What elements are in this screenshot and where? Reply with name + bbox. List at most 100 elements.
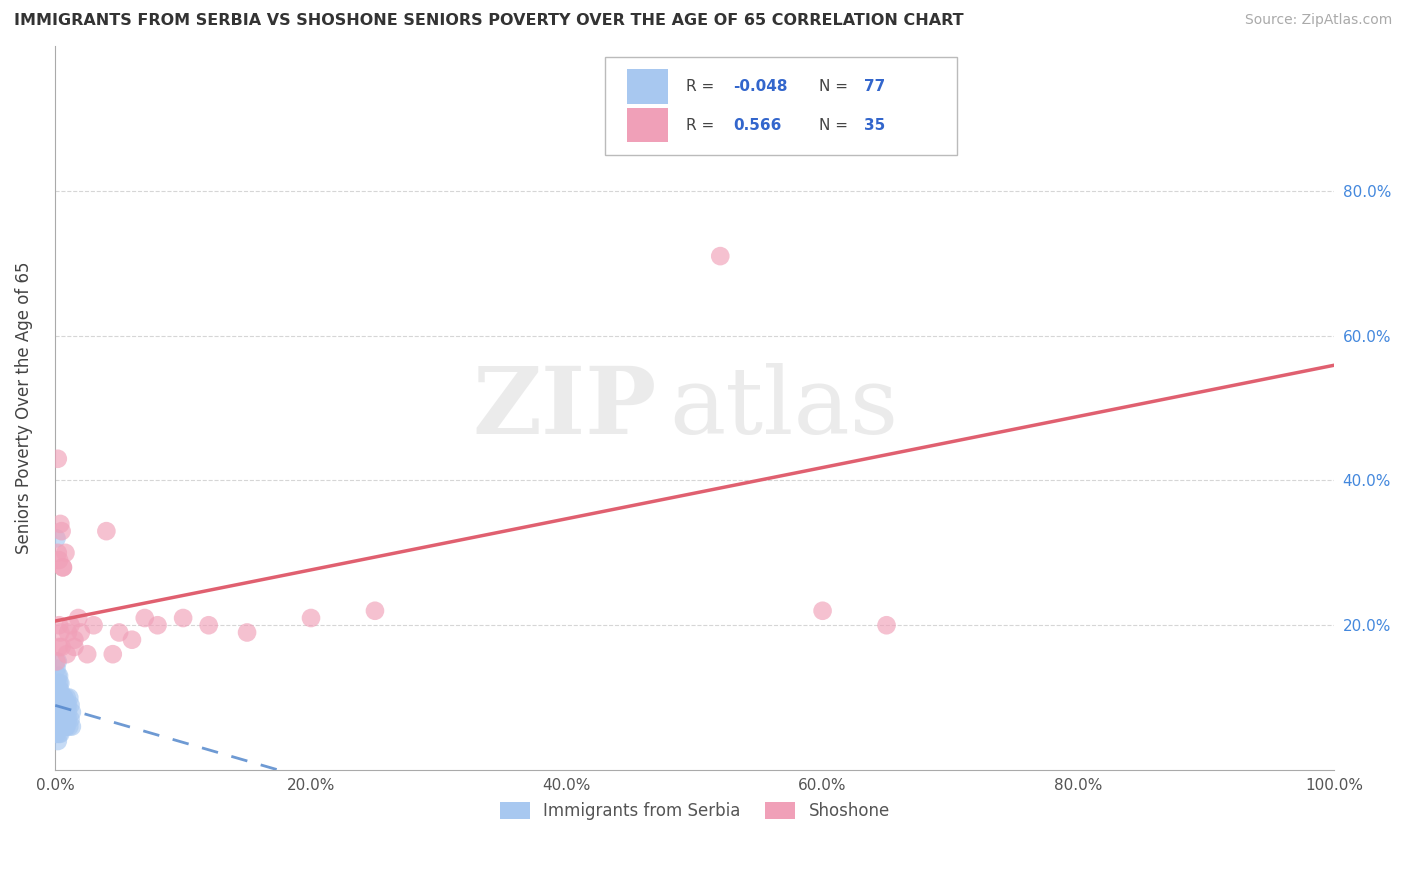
Point (45, 712, 67, 726)
Point (45, 662, 67, 676)
Point (56, 712, 79, 726)
Point (51, 698, 73, 712)
Text: N =: N = (818, 79, 852, 95)
Point (46, 669, 69, 683)
Point (45, 690, 67, 705)
Point (51, 712, 73, 726)
Point (59, 698, 82, 712)
Text: ZIP: ZIP (472, 363, 657, 453)
Point (48, 727, 70, 741)
Point (49, 683, 72, 698)
Point (48, 720, 70, 734)
Text: 0.566: 0.566 (733, 118, 782, 133)
Point (49, 676, 72, 690)
Point (51, 690, 73, 705)
Point (46, 698, 69, 712)
Point (108, 625, 131, 640)
Point (46, 705, 69, 719)
Point (46, 451, 69, 466)
Point (46, 720, 69, 734)
Point (45, 655, 67, 669)
Point (52, 560, 75, 574)
Point (60, 720, 83, 734)
Point (55, 690, 77, 705)
Point (53, 720, 76, 734)
Point (55, 720, 77, 734)
Point (236, 625, 259, 640)
Point (49, 705, 72, 719)
Text: IMMIGRANTS FROM SERBIA VS SHOSHONE SENIORS POVERTY OVER THE AGE OF 65 CORRELATIO: IMMIGRANTS FROM SERBIA VS SHOSHONE SENIO… (14, 13, 963, 29)
Point (59, 618, 82, 632)
Point (48, 698, 70, 712)
Point (51, 690, 73, 705)
Point (48, 705, 70, 719)
Point (46, 720, 69, 734)
Point (48, 618, 70, 632)
Bar (627, 108, 668, 143)
Point (55, 647, 77, 661)
Point (52, 712, 75, 726)
Point (49, 516, 72, 531)
Point (55, 698, 77, 712)
Point (121, 632, 143, 647)
Point (58, 690, 80, 705)
Point (53, 690, 76, 705)
Point (60, 705, 83, 719)
Point (63, 632, 86, 647)
Point (63, 640, 86, 654)
Point (811, 604, 834, 618)
Point (55, 720, 77, 734)
Point (299, 611, 322, 625)
Point (49, 727, 72, 741)
Bar (627, 70, 668, 104)
Point (48, 698, 70, 712)
Point (45, 720, 67, 734)
Point (45, 705, 67, 719)
Text: N =: N = (818, 118, 852, 133)
Point (51, 524, 73, 538)
Point (46, 734, 69, 748)
Point (876, 618, 898, 632)
Point (83, 618, 105, 632)
Point (96, 524, 118, 538)
Y-axis label: Seniors Poverty Over the Age of 65: Seniors Poverty Over the Age of 65 (15, 262, 32, 554)
Point (52, 698, 75, 712)
Point (146, 618, 169, 632)
Point (49, 625, 72, 640)
Point (49, 712, 72, 726)
Point (52, 720, 75, 734)
Point (46, 676, 69, 690)
Point (55, 712, 77, 726)
Point (59, 712, 82, 726)
Point (58, 720, 80, 734)
Point (364, 604, 387, 618)
Text: atlas: atlas (669, 363, 898, 453)
Text: 77: 77 (863, 79, 884, 95)
Text: 35: 35 (863, 118, 884, 133)
Point (101, 647, 124, 661)
Point (52, 560, 75, 574)
Point (46, 655, 69, 669)
Point (53, 712, 76, 726)
Point (48, 712, 70, 726)
Point (52, 698, 75, 712)
Point (56, 698, 79, 712)
Point (51, 698, 73, 712)
Point (48, 690, 70, 705)
Point (45, 727, 67, 741)
Point (76, 647, 98, 661)
Text: -0.048: -0.048 (733, 79, 787, 95)
Point (45, 532, 67, 546)
Point (51, 705, 73, 719)
Point (53, 705, 76, 719)
Point (55, 720, 77, 734)
Point (49, 690, 72, 705)
Point (56, 705, 79, 719)
Point (49, 698, 72, 712)
Point (46, 546, 69, 560)
Point (134, 611, 156, 625)
Point (56, 625, 79, 640)
Text: R =: R = (686, 79, 718, 95)
Point (52, 705, 75, 719)
Point (48, 640, 70, 654)
